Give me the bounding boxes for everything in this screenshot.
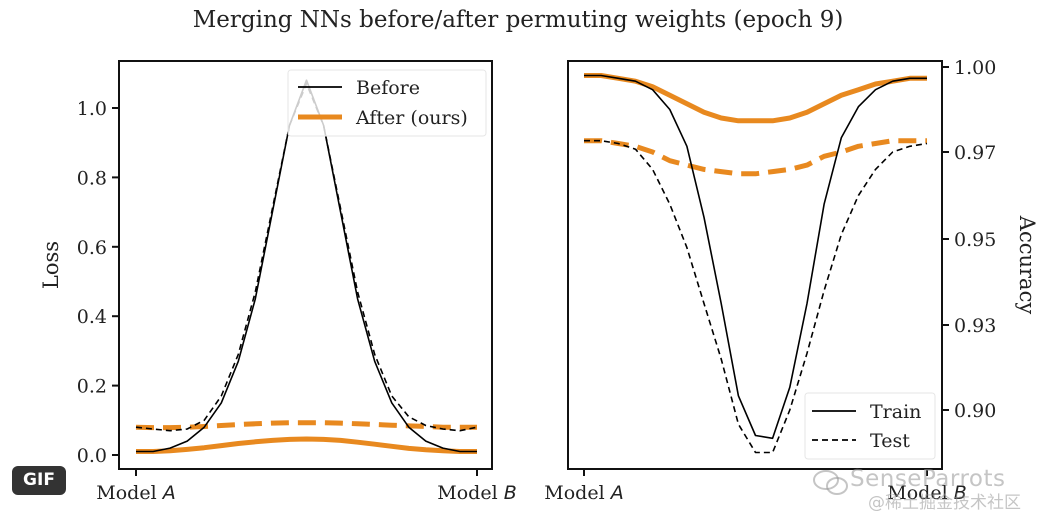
y-tick-label: 0.2 — [77, 376, 107, 398]
y-tick-label: 0.97 — [954, 142, 996, 164]
legend: Before After (ours) — [287, 69, 487, 137]
legend-label-train: Train — [870, 401, 921, 423]
y-axis-label: Accuracy — [1015, 215, 1039, 315]
legend: Train Test — [804, 392, 936, 460]
legend-label-after: After (ours) — [355, 107, 468, 129]
y-tick-label: 0.8 — [77, 167, 107, 189]
x-tick-label: Model A — [96, 482, 175, 504]
y-tick-label: 0.90 — [954, 400, 996, 422]
series-line-after-test — [135, 420, 477, 431]
y-tick-label: 0.0 — [77, 445, 107, 467]
gif-badge[interactable]: GIF — [12, 466, 66, 495]
series-line-after-train — [584, 73, 927, 124]
y-tick-label: 0.93 — [954, 315, 996, 337]
accuracy-panel: 1.00 0.97 0.95 0.93 0.90 Model A Model B Accura… — [544, 57, 1039, 504]
legend-label-test: Test — [870, 430, 910, 452]
wechat-icon — [813, 470, 848, 495]
y-axis-label: Loss — [39, 241, 63, 289]
x-tick-label: Model A — [544, 482, 623, 504]
plot-frame — [567, 60, 943, 470]
x-tick-label: Model B — [437, 482, 516, 504]
x-tick-label: Model B — [887, 482, 966, 504]
y-tick-label: 0.6 — [77, 237, 107, 259]
series-line-after-train — [136, 436, 477, 454]
series-line-before-train — [584, 74, 927, 440]
legend-label-before: Before — [356, 77, 420, 99]
y-tick-label: 1.0 — [77, 98, 107, 120]
watermark-name: SenseParrots — [850, 466, 1006, 492]
y-tick-label: 1.00 — [954, 57, 996, 79]
loss-panel: 0.0 0.2 0.4 0.6 0.8 1.0 Model A Model B Loss Befo… — [39, 60, 517, 504]
y-tick-label: 0.4 — [77, 306, 107, 328]
legend-box — [804, 392, 936, 460]
plot-frame — [118, 60, 493, 470]
y-tick-label: 0.95 — [954, 229, 996, 251]
watermark-sub: @稀土掘金技术社区 — [868, 493, 1021, 513]
series-line-after-test — [584, 138, 927, 177]
series-line-before-test — [584, 139, 928, 454]
chart-title: Merging NNs before/after permuting weigh… — [193, 7, 844, 33]
